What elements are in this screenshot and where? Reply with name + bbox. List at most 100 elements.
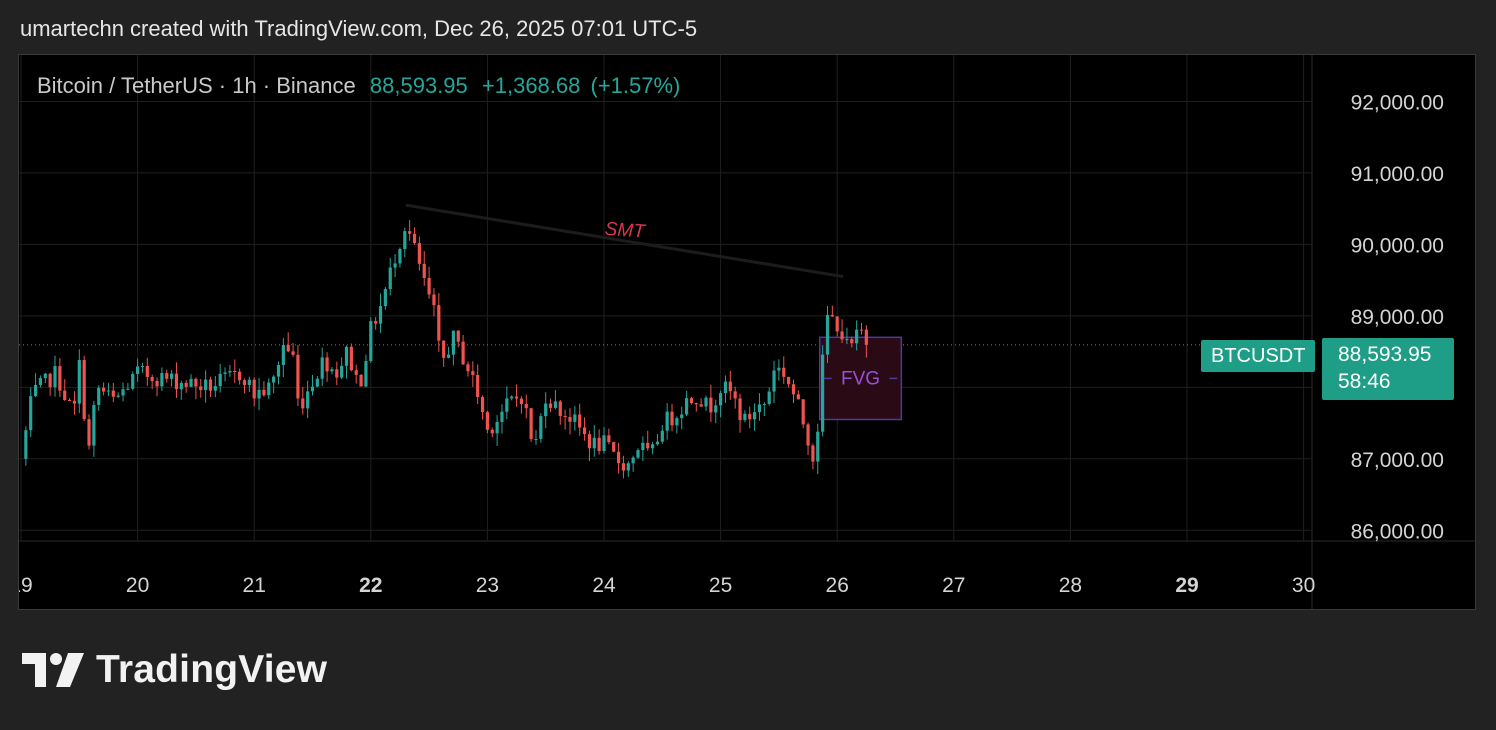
candle-body bbox=[791, 384, 796, 395]
price-tick-label: 87,000.00 bbox=[1351, 449, 1444, 472]
candle-body bbox=[359, 374, 363, 387]
candle-body bbox=[417, 243, 421, 264]
tradingview-logo-icon bbox=[22, 653, 84, 687]
candle-body bbox=[767, 391, 771, 404]
candle-body bbox=[106, 390, 111, 392]
candle-body bbox=[709, 397, 713, 413]
candle-body bbox=[340, 365, 344, 378]
candle-body bbox=[213, 386, 217, 391]
candle-body bbox=[72, 400, 77, 404]
candle-body bbox=[626, 463, 630, 471]
candle-body bbox=[495, 421, 499, 434]
candle-body bbox=[179, 382, 183, 390]
candle-body bbox=[699, 404, 703, 407]
candle-body bbox=[490, 429, 494, 434]
candle-body bbox=[733, 391, 737, 399]
symbol-legend: Bitcoin / TetherUS · 1h · Binance 88,593… bbox=[37, 73, 680, 99]
candle-body bbox=[48, 373, 52, 388]
bar-countdown: 58:46 bbox=[1338, 370, 1391, 393]
candle-body bbox=[383, 289, 387, 307]
candle-body bbox=[796, 394, 800, 400]
candle-body bbox=[174, 373, 179, 390]
candle-body bbox=[689, 398, 694, 404]
candle-body bbox=[466, 364, 470, 372]
time-tick-label: 21 bbox=[243, 574, 266, 597]
candle-body bbox=[432, 294, 436, 306]
candle-body bbox=[514, 396, 519, 399]
candle-body bbox=[714, 405, 718, 413]
candle-body bbox=[364, 361, 368, 387]
candle-body bbox=[242, 380, 247, 385]
candle-body bbox=[150, 377, 154, 382]
candle-body bbox=[553, 401, 558, 408]
candle-body bbox=[573, 414, 577, 422]
candle-body bbox=[393, 263, 397, 268]
candle-body bbox=[38, 378, 43, 385]
candle-body bbox=[33, 384, 38, 397]
current-price-value: 88,593.95 bbox=[1338, 343, 1432, 366]
candle-body bbox=[296, 354, 300, 399]
candle-body bbox=[582, 427, 587, 435]
candle-body bbox=[374, 321, 378, 324]
candle-body bbox=[330, 369, 334, 372]
candle-body bbox=[864, 329, 868, 345]
time-tick-label: 19 bbox=[19, 574, 33, 597]
candle-body bbox=[281, 344, 285, 366]
candle-body bbox=[310, 386, 315, 392]
candle-body bbox=[111, 390, 115, 397]
candle-body bbox=[675, 418, 679, 426]
candle-body bbox=[437, 305, 441, 341]
candle-body bbox=[505, 398, 509, 412]
candle-body bbox=[53, 366, 57, 388]
candle-body bbox=[704, 397, 708, 407]
candle-body bbox=[471, 371, 475, 375]
candle-body bbox=[816, 431, 820, 462]
price-tick-label: 89,000.00 bbox=[1351, 306, 1444, 329]
candle-body bbox=[208, 379, 213, 391]
time-tick-label: 24 bbox=[592, 574, 616, 597]
candle-body bbox=[412, 233, 417, 244]
candle-body bbox=[378, 306, 383, 324]
candle-body bbox=[140, 366, 145, 368]
candle-body bbox=[403, 231, 407, 250]
price-change-value: +1,368.68 bbox=[481, 73, 581, 98]
candle-body bbox=[607, 435, 611, 443]
price-tick-label: 92,000.00 bbox=[1351, 91, 1444, 114]
candle-body bbox=[748, 413, 752, 420]
candle-body bbox=[422, 263, 426, 278]
candle-body bbox=[830, 314, 834, 317]
candle-body bbox=[427, 277, 431, 295]
candle-body bbox=[548, 403, 553, 408]
candle-body bbox=[29, 396, 33, 431]
candle-body bbox=[811, 445, 815, 462]
last-price-value: 88,593.95 bbox=[369, 73, 468, 98]
price-change-percent: (+1.57%) bbox=[590, 73, 681, 98]
fvg-zone bbox=[818, 336, 903, 421]
candle-body bbox=[631, 457, 635, 464]
candle-body bbox=[476, 374, 480, 398]
candle-body bbox=[170, 373, 174, 379]
candle-body bbox=[510, 396, 514, 399]
candle-body bbox=[320, 357, 324, 379]
time-tick-label: 20 bbox=[126, 574, 149, 597]
candle-body bbox=[194, 378, 198, 387]
candle-body bbox=[116, 395, 120, 397]
candle-body bbox=[199, 386, 203, 391]
candle-body bbox=[145, 366, 149, 378]
candle-body bbox=[597, 437, 601, 452]
candle-body bbox=[446, 354, 451, 358]
candle-body bbox=[859, 329, 864, 331]
time-tick-label: 23 bbox=[476, 574, 499, 597]
candle-body bbox=[825, 314, 830, 355]
candle-body bbox=[238, 371, 242, 381]
candle-body bbox=[101, 387, 106, 392]
candle-body bbox=[456, 330, 460, 342]
candle-body bbox=[650, 444, 655, 449]
candle-body bbox=[223, 372, 227, 374]
candle-body bbox=[131, 373, 135, 389]
candle-body bbox=[267, 382, 271, 396]
candle-body bbox=[641, 442, 645, 451]
candle-body bbox=[189, 378, 193, 387]
